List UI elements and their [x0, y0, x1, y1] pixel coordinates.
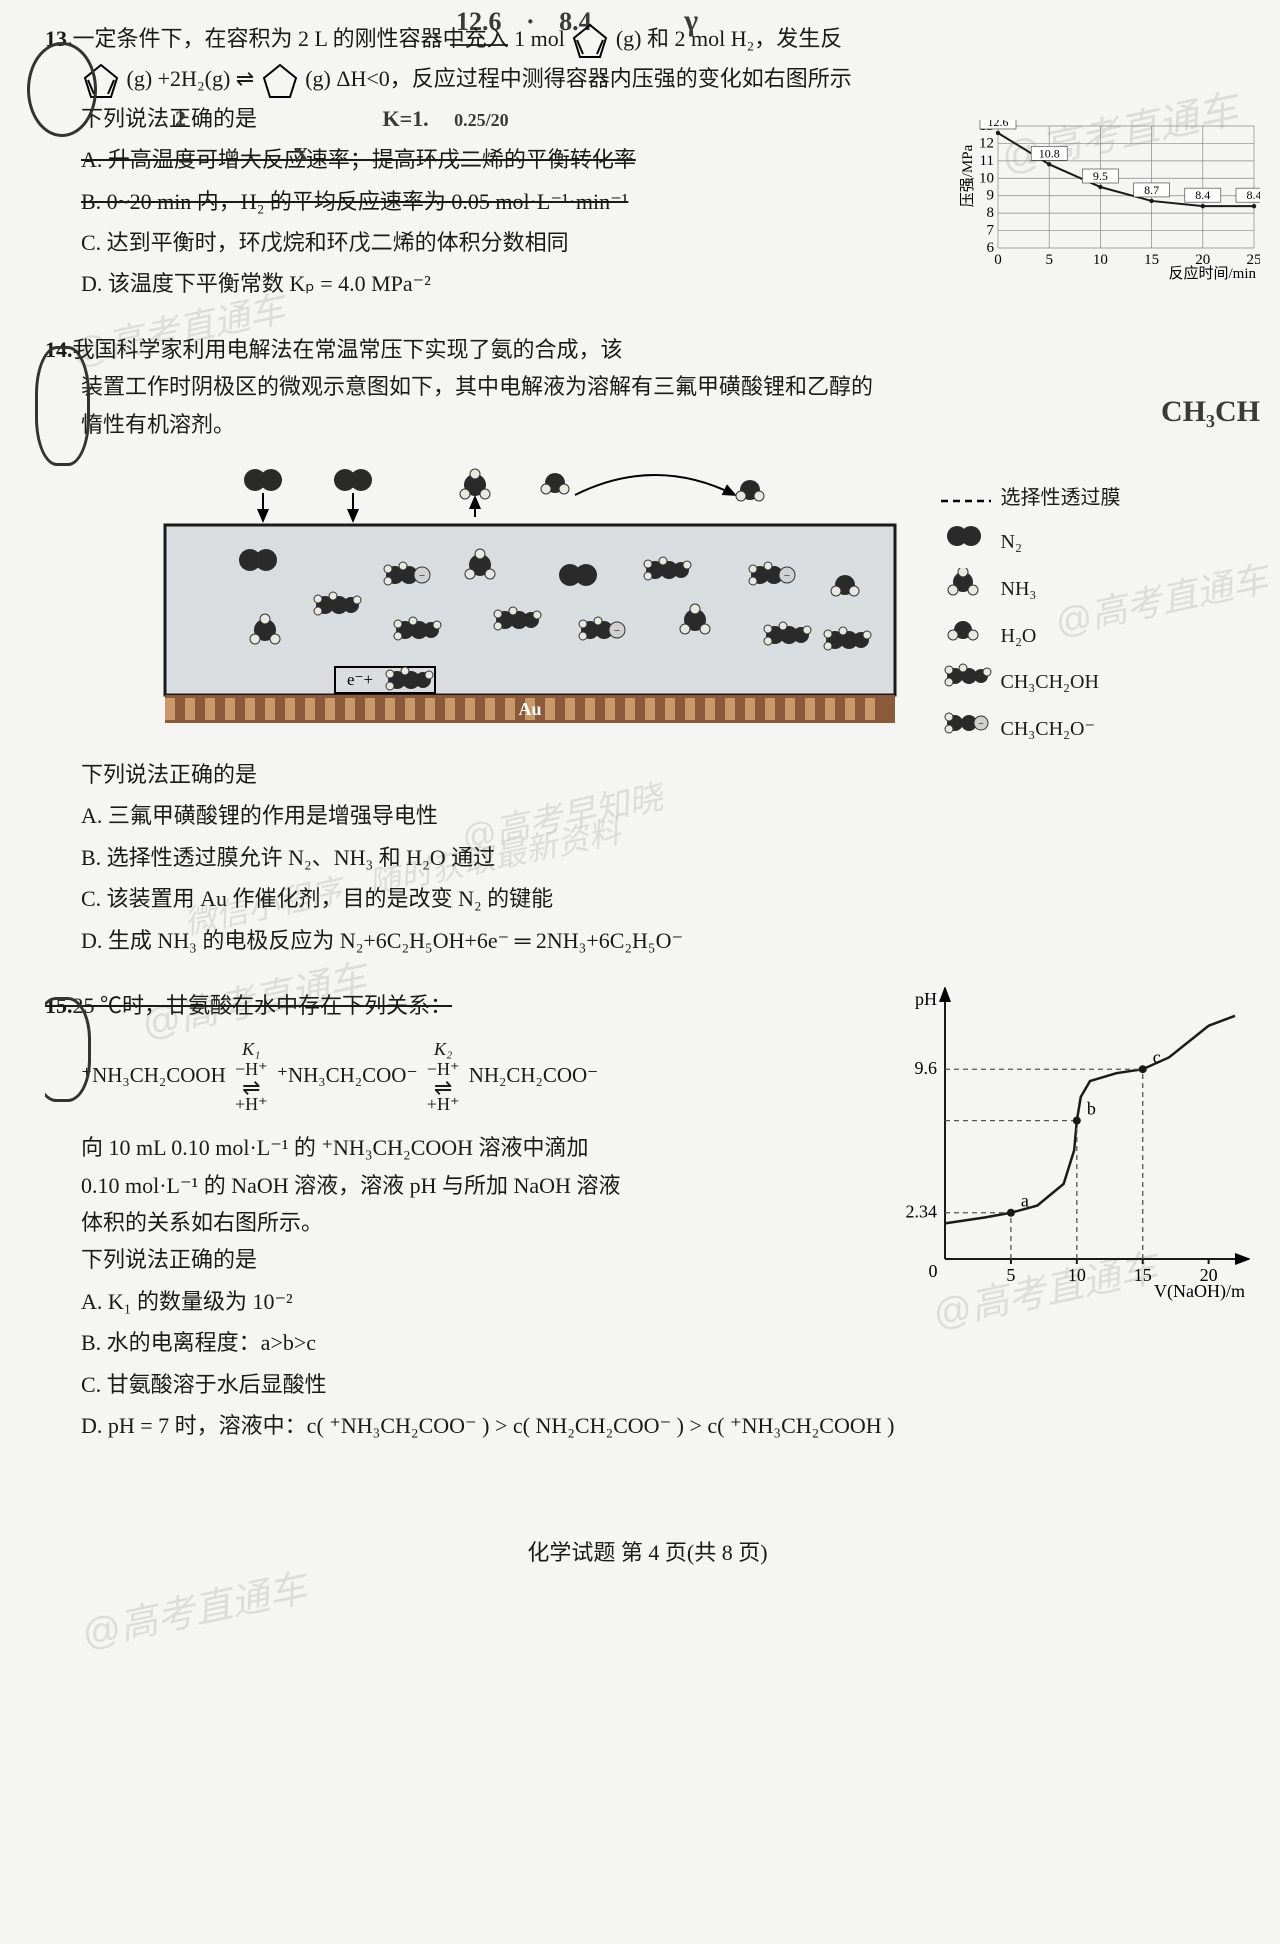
svg-text:c: c: [1153, 1047, 1161, 1067]
ph-graph: pHV(NaOH)/m051015202.349.6abc: [890, 987, 1250, 1307]
arrow-bot: +H⁺: [427, 1095, 460, 1115]
species: NH₂CH₂COO⁻: [469, 1064, 599, 1088]
handwritten-note: K=1.: [383, 106, 429, 131]
svg-text:2.34: 2.34: [906, 1202, 938, 1222]
svg-text:15: 15: [1144, 252, 1159, 268]
legend-ethoxide: − CH₃CH₂O⁻: [941, 709, 1121, 748]
legend-label: H₂O: [1001, 619, 1037, 653]
question-13: 13.一定条件下，在容积为 2 L 的刚性容器中充入 1 mol (g) 和 2…: [45, 20, 1250, 303]
svg-text:5: 5: [1006, 1265, 1015, 1285]
legend-h2o: H₂O: [941, 617, 1121, 654]
handwritten-note: 2: [175, 100, 186, 137]
svg-text:Au: Au: [518, 699, 541, 719]
svg-text:10.8: 10.8: [1039, 146, 1060, 160]
svg-text:−: −: [419, 570, 425, 582]
handwritten-note: CH₃CH: [1161, 386, 1260, 437]
svg-text:10: 10: [1093, 252, 1108, 268]
svg-text:5: 5: [1045, 252, 1053, 268]
q15-option-b: B. 水的电离程度：a>b>c: [81, 1324, 1250, 1361]
svg-text:e⁻+: e⁻+: [347, 670, 373, 689]
svg-text:9: 9: [987, 188, 995, 204]
legend-ethanol: CH₃CH₂OH: [941, 662, 1121, 701]
svg-text:0: 0: [929, 1261, 938, 1281]
q14-option-b: B. 选择性透过膜允许 N₂、NH₃ 和 H₂O 通过: [81, 839, 1250, 876]
legend-label: CH₃CH₂O⁻: [1001, 712, 1096, 746]
svg-text:15: 15: [1134, 1265, 1152, 1285]
handwritten-note: x: [295, 130, 308, 174]
q15-option-d: D. pH = 7 时，溶液中：c( ⁺NH₃CH₂COO⁻ ) > c( NH…: [81, 1407, 1250, 1444]
circle-annotation: [27, 42, 97, 137]
legend-nh3: NH₃: [941, 568, 1121, 609]
svg-text:−: −: [784, 570, 790, 582]
pressure-graph: 678910111213051015202512.610.89.58.78.48…: [960, 120, 1260, 280]
svg-text:−: −: [978, 719, 984, 730]
q13-text: (g) ΔH<0，反应过程中测得容器内压强的变化如右图所示: [305, 66, 852, 91]
q14-option-d: D. 生成 NH₃ 的电极反应为 N₂+6C₂H₅OH+6e⁻ ═ 2NH₃+6…: [81, 922, 1250, 959]
q15-text: 25 ℃时，甘氨酸在水中存在下列关系：: [73, 993, 453, 1018]
question-14: 14.我国科学家利用电解法在常温常压下实现了氨的合成，该 装置工作时阴极区的微观…: [45, 331, 1250, 959]
q13-text: 一定条件下，在容积为 2 L 的刚性容器中充入 1 mol: [73, 26, 571, 51]
svg-text:9.6: 9.6: [915, 1058, 938, 1078]
watermark: @高考直通车: [76, 1557, 313, 1668]
q13-text: (g) +2H₂(g) ⇌: [127, 66, 260, 91]
legend-membrane: 选择性透过膜: [941, 481, 1121, 515]
diagram-legend: 选择性透过膜 N₂ NH₃ H₂O CH₃CH₂OH − CH₃CH₂O⁻: [941, 473, 1121, 756]
handwritten-note: 0.25/20: [454, 110, 509, 130]
q15-line1: 15.25 ℃时，甘氨酸在水中存在下列关系：: [45, 987, 452, 1024]
svg-text:pH: pH: [915, 989, 937, 1009]
q14-line1: 14.我国科学家利用电解法在常温常压下实现了氨的合成，该: [45, 331, 1250, 368]
svg-text:11: 11: [980, 153, 994, 169]
electrolysis-diagram: Au − − − e⁻+: [135, 455, 925, 735]
svg-text:−: −: [614, 625, 620, 637]
svg-text:10: 10: [979, 170, 994, 186]
cyclopentadiene-icon: [570, 22, 610, 60]
svg-text:压强/MPa: 压强/MPa: [960, 144, 976, 207]
q13-line1: 13.一定条件下，在容积为 2 L 的刚性容器中充入 1 mol (g) 和 2…: [45, 20, 1250, 60]
q13-text: (g) 和 2 mol H₂，发生反: [616, 26, 842, 51]
svg-text:9.5: 9.5: [1093, 169, 1108, 183]
q14-text: 装置工作时阴极区的微观示意图如下，其中电解液为溶解有三氟甲磺酸锂和乙醇的: [81, 368, 1250, 405]
svg-text:反应时间/min: 反应时间/min: [1168, 264, 1256, 280]
k1-label: K₁: [235, 1040, 268, 1060]
svg-text:12: 12: [979, 135, 994, 151]
species: ⁺NH₃CH₂COO⁻: [277, 1064, 418, 1088]
legend-n2: N₂: [941, 523, 1121, 560]
svg-text:7: 7: [987, 223, 995, 239]
legend-label: N₂: [1001, 525, 1022, 559]
svg-text:0: 0: [994, 252, 1002, 268]
svg-text:20: 20: [1200, 1265, 1218, 1285]
svg-text:8.4: 8.4: [1195, 188, 1210, 202]
q14-option-c: C. 该装置用 Au 作催化剂，目的是改变 N₂ 的键能: [81, 880, 1250, 917]
q15-option-c: C. 甘氨酸溶于水后显酸性: [81, 1366, 1250, 1403]
circle-annotation: [45, 997, 91, 1102]
svg-text:8.4: 8.4: [1247, 188, 1261, 202]
svg-text:12.6: 12.6: [988, 120, 1009, 129]
svg-text:8.7: 8.7: [1144, 183, 1159, 197]
k2-label: K₂: [427, 1040, 460, 1060]
species: ⁺NH₃CH₂COOH: [81, 1064, 226, 1088]
legend-label: 选择性透过膜: [1001, 481, 1121, 515]
cyclopentane-icon: [260, 62, 300, 100]
circle-annotation: [35, 346, 90, 466]
svg-text:b: b: [1087, 1099, 1096, 1119]
q13-line2: (g) +2H₂(g) ⇌ (g) ΔH<0，反应过程中测得容器内压强的变化如右…: [81, 60, 1250, 100]
legend-label: CH₃CH₂OH: [1001, 665, 1099, 699]
q13-prompt-text: 下列说法正确的是: [81, 106, 257, 131]
q14-text: 惰性有机溶剂。: [81, 406, 1250, 443]
page-footer: 化学试题 第 4 页(共 8 页): [45, 1534, 1250, 1571]
legend-label: NH₃: [1001, 572, 1037, 606]
question-15: 15.25 ℃时，甘氨酸在水中存在下列关系： pHV(NaOH)/m051015…: [45, 987, 1250, 1444]
svg-text:10: 10: [1068, 1265, 1086, 1285]
q14-text: 我国科学家利用电解法在常温常压下实现了氨的合成，该: [73, 337, 623, 362]
svg-text:8: 8: [987, 205, 995, 221]
svg-text:a: a: [1021, 1191, 1029, 1211]
q14-prompt: 下列说法正确的是: [81, 756, 1250, 793]
q14-option-a: A. 三氟甲磺酸锂的作用是增强导电性: [81, 797, 1250, 834]
arrow-bot: +H⁺: [235, 1095, 268, 1115]
